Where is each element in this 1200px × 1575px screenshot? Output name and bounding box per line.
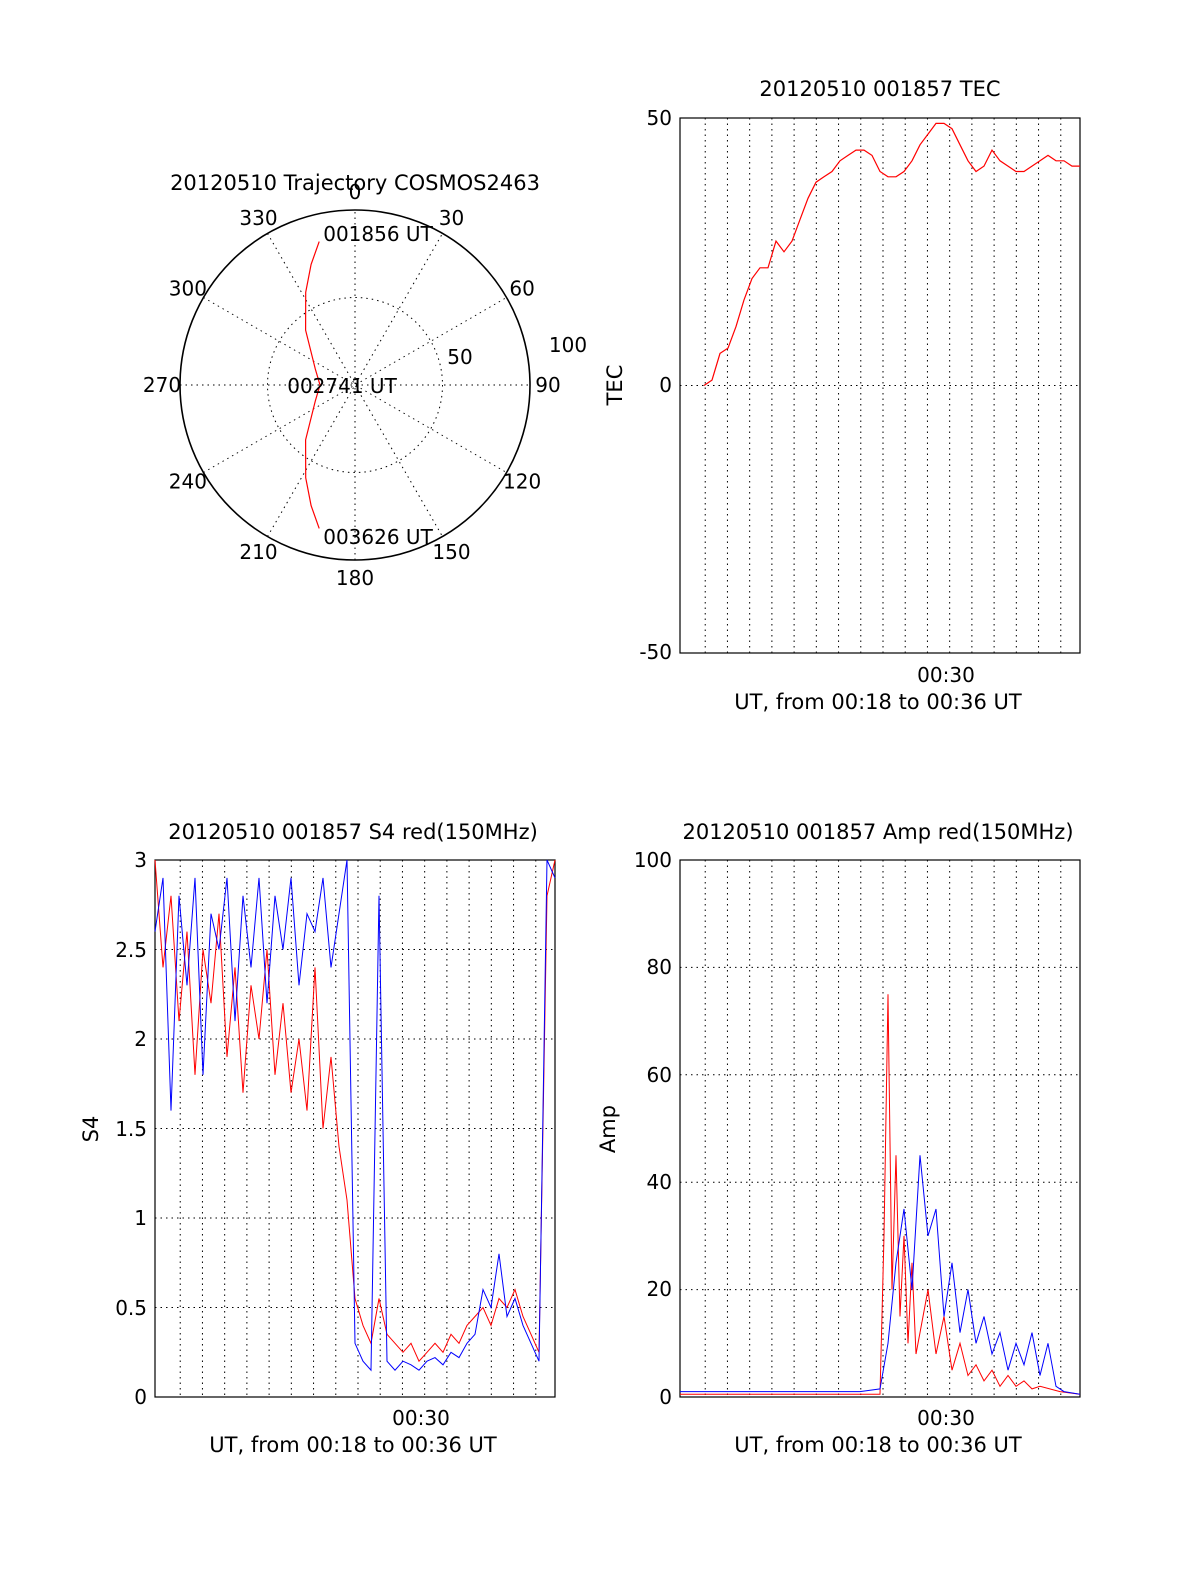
polar-inner-circle [267, 297, 443, 473]
tec-ytick-50: 50 [647, 106, 672, 130]
s4-frame [154, 859, 556, 1398]
polar-angle-tick: 30 [439, 206, 464, 230]
radius-tick-50: 50 [447, 345, 472, 369]
trajectory-start-label: 001856 UT [323, 222, 433, 246]
trajectory-line [304, 241, 321, 529]
polar-spoke [203, 297, 507, 473]
polar-angle-tick: 300 [169, 277, 207, 301]
polar-angle-tick: 270 [143, 373, 181, 397]
polar-spoke [267, 233, 443, 537]
tec-title: 20120510 001857 TEC [759, 77, 1000, 101]
s4-title: 20120510 001857 S4 red(150MHz) [168, 820, 538, 844]
polar-spoke [203, 297, 507, 473]
s4-ytick-2: 2 [134, 1027, 147, 1051]
tec-ylabel: TEC [603, 365, 627, 407]
amp-ytick-20: 20 [647, 1277, 672, 1301]
amp-ylabel: Amp [596, 1105, 620, 1153]
s4-ytick-0: 0 [134, 1385, 147, 1409]
polar-angle-tick: 180 [336, 566, 374, 590]
tec-frame [679, 117, 1081, 654]
s4-xtick-0030: 00:30 [392, 1406, 450, 1430]
tec-xlabel: UT, from 00:18 to 00:36 UT [734, 690, 1022, 714]
amp-frame [679, 859, 1081, 1398]
tec-series-red [703, 122, 1080, 386]
s4-xlabel: UT, from 00:18 to 00:36 UT [209, 1433, 497, 1457]
polar-spoke [267, 233, 443, 537]
tec-ytick-minus50: -50 [639, 640, 672, 664]
polar-angle-tick: 60 [509, 277, 534, 301]
tec-xtick-0030: 00:30 [917, 663, 975, 687]
polar-grid [179, 209, 531, 561]
polar-angle-tick: 330 [239, 206, 277, 230]
amp-xtick-0030: 00:30 [917, 1406, 975, 1430]
polar-angle-tick: 240 [169, 470, 207, 494]
amp-ytick-100: 100 [634, 848, 672, 872]
amp-xlabel: UT, from 00:18 to 00:36 UT [734, 1433, 1022, 1457]
amp-ytick-0: 0 [659, 1385, 672, 1409]
s4-ytick-1-5: 1.5 [115, 1117, 147, 1141]
amp-title: 20120510 001857 Amp red(150MHz) [682, 820, 1073, 844]
polar-angle-tick: 120 [503, 470, 541, 494]
tec-grid [680, 117, 1080, 654]
s4-ylabel: S4 [79, 1116, 103, 1143]
polar-angle-tick: 90 [535, 373, 560, 397]
polar-trajectory-panel: 20120510 Trajectory COSMOS2463 0 30 60 90 12… [143, 171, 587, 590]
amp-grid [680, 859, 1080, 1398]
s4-ytick-0-5: 0.5 [115, 1296, 147, 1320]
amp-panel: 20120510 001857 Amp red(150MHz) 100 80 6… [596, 820, 1081, 1457]
polar-title: 20120510 Trajectory COSMOS2463 [170, 171, 540, 195]
s4-series-blue [154, 859, 556, 1372]
s4-ytick-3: 3 [134, 848, 147, 872]
amp-ytick-80: 80 [647, 955, 672, 979]
polar-angle-tick: 150 [432, 540, 470, 564]
amp-ytick-60: 60 [647, 1063, 672, 1087]
s4-ytick-2-5: 2.5 [115, 938, 147, 962]
polar-angle-tick: 0 [349, 180, 362, 204]
polar-angle-ticks: 0 30 60 90 120 150 180 210 240 270 300 330 [143, 180, 561, 590]
trajectory-mid-label: 002741 UT [287, 374, 397, 398]
tec-ytick-0: 0 [659, 373, 672, 397]
amp-series-blue [680, 1155, 1081, 1395]
polar-angle-tick: 210 [239, 540, 277, 564]
s4-ytick-1: 1 [134, 1206, 147, 1230]
amp-ytick-40: 40 [647, 1170, 672, 1194]
s4-panel: 20120510 001857 S4 red(150MHz) 3 2.5 2 1… [79, 820, 556, 1457]
s4-series-red [154, 859, 556, 1363]
trajectory-end-label: 003626 UT [323, 525, 433, 549]
tec-panel: 20120510 001857 TEC 50 0 -50 TEC 00:30 U… [603, 77, 1081, 714]
radius-tick-100: 100 [549, 333, 587, 357]
amp-series-red [680, 994, 1081, 1395]
